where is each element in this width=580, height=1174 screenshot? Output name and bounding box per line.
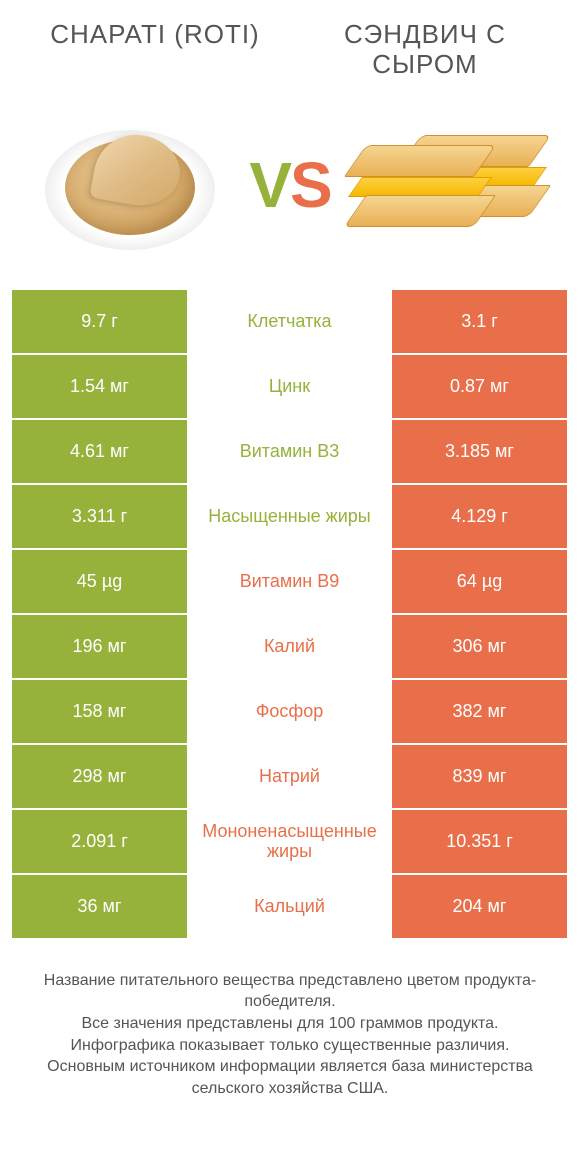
table-row: 196 мгКалий306 мг — [12, 615, 568, 678]
left-food-title: CHAPATI (ROTI) — [30, 20, 280, 80]
vs-label: VS — [249, 148, 330, 222]
nutrient-label: Витамин B3 — [187, 420, 392, 483]
table-row: 36 мгКальций204 мг — [12, 875, 568, 938]
right-value: 839 мг — [392, 745, 567, 808]
footer-line: Основным источником информации является … — [20, 1056, 560, 1099]
left-value: 9.7 г — [12, 290, 187, 353]
left-value: 3.311 г — [12, 485, 187, 548]
nutrient-label: Фосфор — [187, 680, 392, 743]
nutrient-label: Кальций — [187, 875, 392, 938]
table-row: 1.54 мгЦинк0.87 мг — [12, 355, 568, 418]
header: CHAPATI (ROTI) СЭНДВИЧ С СЫРОМ — [0, 0, 580, 90]
right-value: 3.185 мг — [392, 420, 567, 483]
table-row: 3.311 гНасыщенные жиры4.129 г — [12, 485, 568, 548]
table-row: 158 мгФосфор382 мг — [12, 680, 568, 743]
vs-v: V — [249, 149, 290, 221]
footer-line: Все значения представлены для 100 граммо… — [20, 1013, 560, 1035]
sandwich-image — [350, 105, 550, 265]
nutrient-label: Насыщенные жиры — [187, 485, 392, 548]
nutrient-label: Клетчатка — [187, 290, 392, 353]
left-value: 298 мг — [12, 745, 187, 808]
table-row: 9.7 гКлетчатка3.1 г — [12, 290, 568, 353]
right-value: 3.1 г — [392, 290, 567, 353]
nutrient-label: Цинк — [187, 355, 392, 418]
right-value: 10.351 г — [392, 810, 567, 873]
right-value: 0.87 мг — [392, 355, 567, 418]
right-food-title: СЭНДВИЧ С СЫРОМ — [300, 20, 550, 80]
comparison-table: 9.7 гКлетчатка3.1 г1.54 мгЦинк0.87 мг4.6… — [0, 290, 580, 938]
footer-line: Название питательного вещества представл… — [20, 970, 560, 1013]
right-value: 4.129 г — [392, 485, 567, 548]
nutrient-label: Натрий — [187, 745, 392, 808]
footer-notes: Название питательного вещества представл… — [0, 940, 580, 1110]
right-value: 382 мг — [392, 680, 567, 743]
left-value: 1.54 мг — [12, 355, 187, 418]
left-value: 158 мг — [12, 680, 187, 743]
nutrient-label: Витамин B9 — [187, 550, 392, 613]
left-value: 36 мг — [12, 875, 187, 938]
left-value: 2.091 г — [12, 810, 187, 873]
left-value: 196 мг — [12, 615, 187, 678]
table-row: 4.61 мгВитамин B33.185 мг — [12, 420, 568, 483]
nutrient-label: Калий — [187, 615, 392, 678]
left-value: 4.61 мг — [12, 420, 187, 483]
table-row: 45 µgВитамин B964 µg — [12, 550, 568, 613]
nutrient-label: Мононенасыщенные жиры — [187, 810, 392, 873]
chapati-image — [30, 105, 230, 265]
right-value: 306 мг — [392, 615, 567, 678]
footer-line: Инфографика показывает только существенн… — [20, 1035, 560, 1057]
left-value: 45 µg — [12, 550, 187, 613]
table-row: 2.091 гМононенасыщенные жиры10.351 г — [12, 810, 568, 873]
vs-s: S — [290, 149, 331, 221]
table-row: 298 мгНатрий839 мг — [12, 745, 568, 808]
right-value: 204 мг — [392, 875, 567, 938]
food-images-row: VS — [0, 90, 580, 290]
right-value: 64 µg — [392, 550, 567, 613]
